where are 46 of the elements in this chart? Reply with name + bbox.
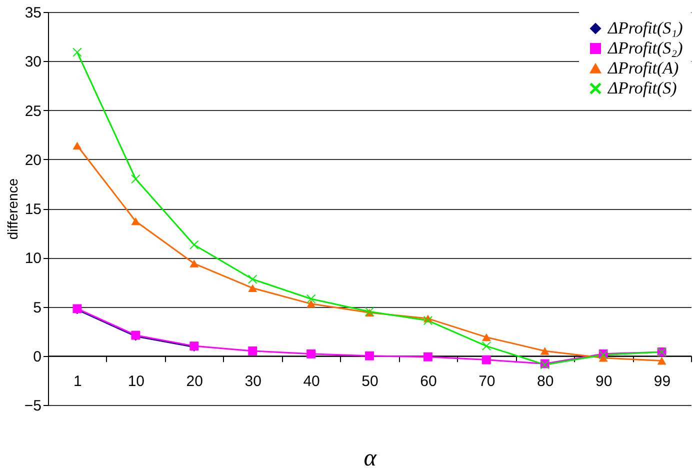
point	[365, 351, 374, 360]
point	[306, 349, 316, 358]
legend-label: ΔProfit(S₂)	[607, 38, 684, 58]
x-tick-label: 20	[186, 373, 203, 390]
y-tick-label: 15	[24, 201, 42, 218]
x-axis-title: α	[364, 446, 377, 472]
x-tick-label: 1	[74, 373, 82, 390]
point	[423, 316, 432, 325]
y-tick-label: 25	[24, 102, 42, 120]
legend-label: ΔProfit(S)	[607, 78, 678, 98]
x-tick-label: 10	[128, 373, 145, 390]
point	[248, 346, 258, 356]
y-tick-label: 5	[33, 299, 42, 316]
y-tick-label: 0	[33, 348, 42, 366]
point	[482, 355, 491, 364]
y-tick-label: 35	[24, 4, 42, 22]
legend-label: ΔProfit(A)	[607, 58, 680, 78]
x-tick-label: 60	[420, 373, 437, 390]
point	[131, 174, 140, 184]
x-tick-label: 50	[362, 373, 378, 390]
y-tick-label: 10	[24, 250, 42, 268]
point	[72, 142, 82, 150]
point	[482, 333, 491, 342]
y-tick-label: −5	[24, 398, 42, 414]
point	[540, 347, 550, 355]
x-tick-label: 70	[478, 373, 496, 390]
y-tick-label: 30	[24, 54, 42, 71]
point	[190, 240, 199, 250]
point	[423, 352, 432, 362]
y-tick-label: 20	[24, 152, 42, 169]
x-tick-label: 40	[303, 373, 320, 390]
point	[72, 48, 82, 57]
legend-label: ΔProfit(S₁)	[607, 18, 684, 38]
x-tick-label: 90	[595, 373, 612, 390]
point	[131, 217, 140, 226]
point	[248, 274, 258, 284]
y-axis-title: difference	[4, 178, 20, 240]
point	[306, 294, 316, 304]
x-tick-label: 99	[654, 373, 671, 390]
point	[482, 342, 491, 351]
point	[248, 284, 258, 292]
point	[190, 260, 199, 268]
point	[657, 356, 666, 365]
point	[306, 300, 316, 308]
x-tick-label: 30	[244, 373, 262, 390]
x-tick-label: 80	[537, 373, 554, 390]
